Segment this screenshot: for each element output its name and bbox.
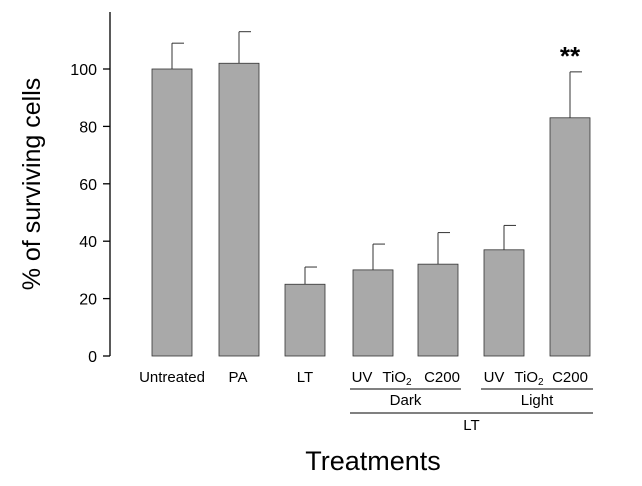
bar [151, 68, 193, 357]
bar [417, 263, 459, 357]
category-label: UV [352, 369, 373, 386]
group-label: Dark [390, 392, 422, 409]
group-brackets: Dark Light LT [350, 388, 593, 434]
category-label: LT [297, 369, 313, 386]
bar [284, 283, 326, 357]
y-tick-label: 80 [79, 119, 97, 136]
y-tick-label: 40 [79, 234, 97, 251]
y-tick-label: 0 [88, 349, 97, 366]
category-labels: Untreated PA LT UV TiO2 C200 UV TiO2 C200 [139, 369, 588, 388]
bars [151, 62, 591, 357]
subscript: 2 [406, 377, 412, 388]
y-tick-label: 20 [79, 292, 97, 309]
x-axis-label: Treatments [305, 446, 441, 476]
y-axis-label: % of surviving cells [18, 78, 46, 291]
category-label: TiO2 [514, 369, 544, 388]
category-label: C200 [552, 369, 588, 386]
error-bars: ** [171, 31, 582, 285]
subscript: 2 [538, 377, 544, 388]
y-tick-label: 60 [79, 177, 97, 194]
category-label: Untreated [139, 369, 205, 386]
group-label: Light [521, 392, 554, 409]
bar [218, 62, 260, 357]
axes: 0 20 40 60 80 100 [70, 12, 111, 366]
bar [483, 249, 525, 357]
category-label: PA [229, 369, 248, 386]
category-label: TiO2 [382, 369, 412, 388]
bar [549, 117, 591, 357]
bar [352, 269, 394, 357]
y-tick-label: 100 [70, 62, 97, 79]
category-label: C200 [424, 369, 460, 386]
category-label: UV [484, 369, 505, 386]
significance-marker: ** [560, 41, 581, 71]
group-label: LT [463, 417, 479, 434]
